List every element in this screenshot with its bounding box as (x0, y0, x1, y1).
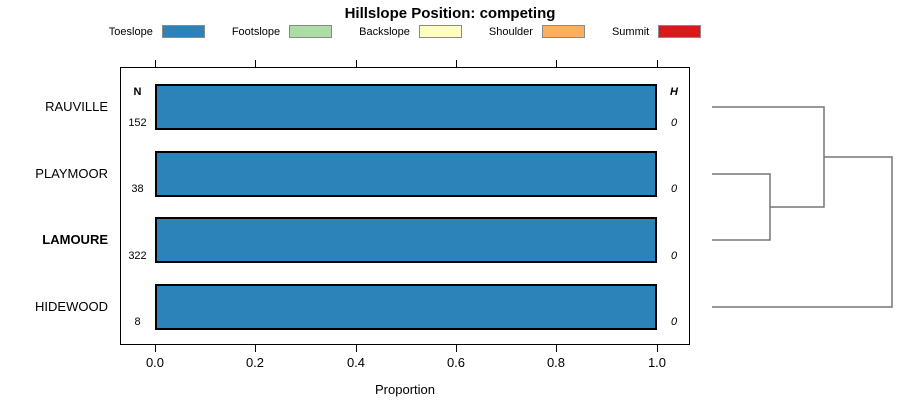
n-value: 152 (128, 117, 147, 129)
backslope-swatch (418, 25, 462, 38)
toeslope-swatch (161, 25, 205, 38)
toeslope-bar-playmoor (155, 151, 657, 197)
legend-label: Footslope (231, 25, 281, 38)
legend-label: Backslope (359, 25, 410, 38)
h-value: 0 (670, 183, 678, 195)
legend-label: Shoulder (488, 25, 533, 38)
x-axis-title: Proportion (375, 382, 435, 397)
top-tick-mark (356, 60, 357, 67)
h-column-header: H (670, 86, 678, 98)
legend-item-footslope: Footslope (231, 25, 333, 38)
bottom-tick-mark (356, 345, 357, 352)
h-value: 0 (670, 316, 678, 328)
footslope-swatch (289, 25, 333, 38)
toeslope-bar-lamoure (155, 217, 657, 263)
x-tick-label: 0.4 (346, 355, 366, 370)
top-tick-mark (255, 60, 256, 67)
legend-item-toeslope: Toeslope (109, 25, 205, 38)
top-tick-mark (155, 60, 156, 67)
legend-item-shoulder: Shoulder (489, 25, 585, 38)
legend-label: Toeslope (108, 25, 153, 38)
x-tick-label: 0.6 (446, 355, 466, 370)
legend-label: Summit (611, 25, 650, 38)
row-label-hidewood: HIDEWOOD (35, 299, 108, 314)
bar-track (155, 284, 657, 330)
row-label-lamoure: LAMOURE (42, 232, 108, 247)
row-label-rauville: RAUVILLE (45, 99, 108, 114)
bottom-tick-mark (556, 345, 557, 352)
x-tick-label: 0.0 (145, 355, 165, 370)
dendrogram (712, 106, 893, 308)
h-value: 0 (670, 250, 678, 262)
plot-area-box (120, 67, 690, 345)
bottom-tick-mark (657, 345, 658, 352)
toeslope-bar-hidewood (155, 284, 657, 330)
bar-track (155, 151, 657, 197)
shoulder-swatch (541, 25, 585, 38)
summit-swatch (658, 25, 702, 38)
legend-item-backslope: Backslope (359, 25, 462, 38)
top-tick-mark (657, 60, 658, 67)
legend: Toeslope Footslope Backslope Shoulder Su… (109, 25, 702, 38)
bar-track (155, 84, 657, 130)
top-tick-mark (456, 60, 457, 67)
row-label-playmoor: PLAYMOOR (35, 166, 108, 181)
dendrogram-branch-hidewood-root (712, 156, 893, 308)
h-value: 0 (670, 117, 678, 129)
bottom-tick-mark (456, 345, 457, 352)
top-tick-mark (556, 60, 557, 67)
x-tick-label: 1.0 (647, 355, 667, 370)
x-tick-label: 0.2 (245, 355, 265, 370)
dendrogram-branch-rauville-cluster (712, 106, 825, 208)
bar-track (155, 217, 657, 263)
legend-item-summit: Summit (611, 25, 702, 38)
bottom-tick-mark (155, 345, 156, 352)
n-value: 8 (134, 316, 141, 328)
n-value: 322 (128, 250, 147, 262)
n-value: 38 (131, 183, 144, 195)
n-column-header: N (133, 86, 142, 98)
x-tick-label: 0.8 (546, 355, 566, 370)
toeslope-bar-rauville (155, 84, 657, 130)
chart-title: Hillslope Position: competing (344, 5, 556, 22)
bottom-tick-mark (255, 345, 256, 352)
dendrogram-branch-playmoor-lamoure (712, 173, 771, 241)
